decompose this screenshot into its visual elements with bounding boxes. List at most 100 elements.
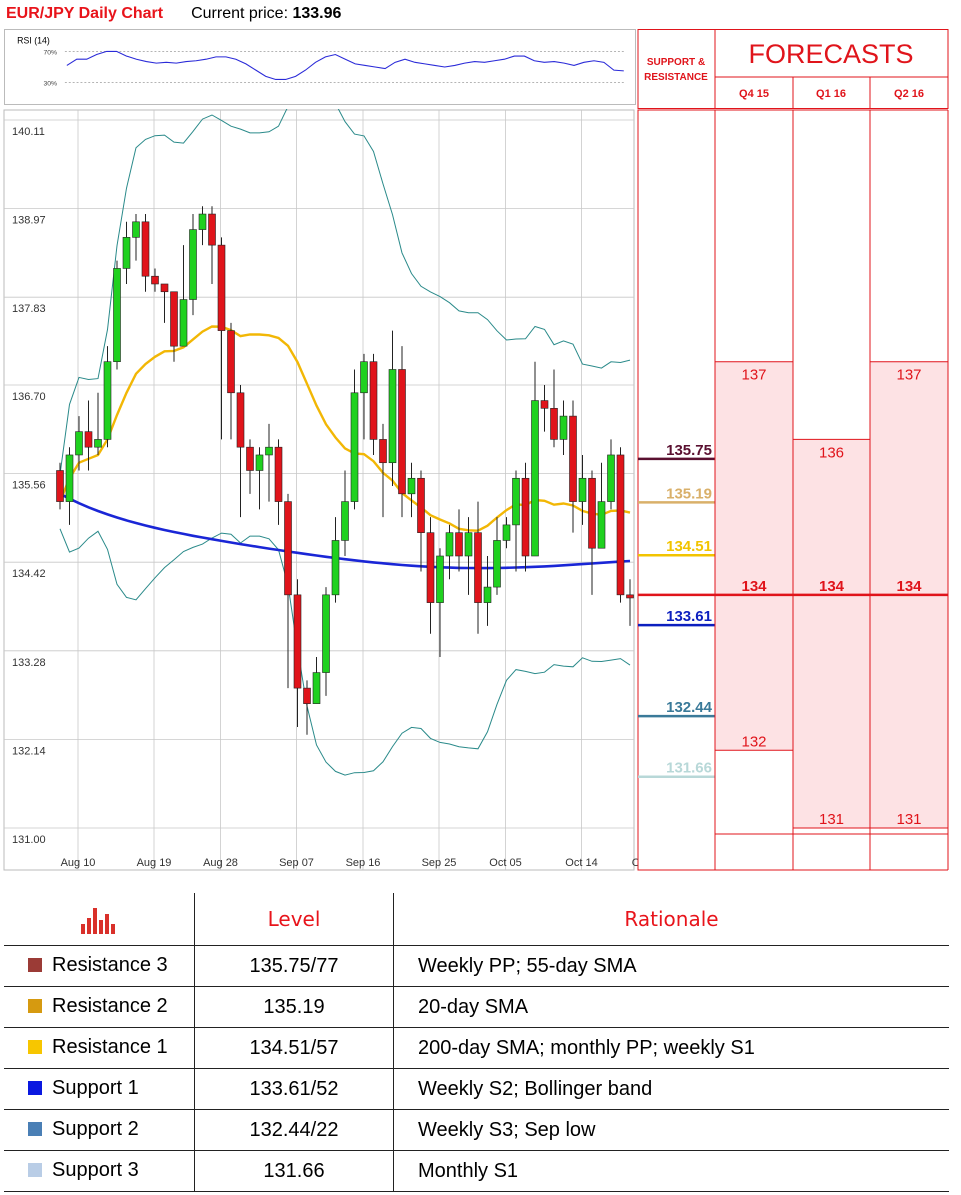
candle-body [550,408,558,440]
y-axis-ticks: 140.11 138.97 137.83 136.70 135.56 134.42 133.… [12,126,46,846]
level-rationale-cell: Weekly S2; Bollinger band [393,1068,949,1110]
level-value-cell: 134.51/57 [194,1027,394,1069]
candle-body [360,361,368,394]
level-name: Resistance 2 [52,995,168,1018]
candle-body [521,477,530,557]
candle-body [236,392,245,448]
sr-header-line2: RESISTANCE [644,72,708,83]
candle-body [265,446,273,456]
candle-body [170,291,178,347]
candle-body [160,283,169,293]
sr-header-line1: SUPPORT & [647,57,705,68]
candle-body [531,400,539,557]
candles [56,206,634,735]
level-rationale-cell: 20-day SMA [393,986,949,1028]
level-color-swatch [28,1081,42,1096]
level-name-cell: Resistance 3 [4,945,195,987]
candle-body [84,431,93,448]
level-name: Resistance 3 [52,954,168,977]
rsi-panel: RSI (14) 70% 30% [4,29,636,105]
levels-table-body: Resistance 3 135.75/77 Weekly PP; 55-day S… [4,945,949,1192]
candle-body [217,244,226,331]
candle-body [179,299,188,347]
sr-level-label: 133.61 [666,608,712,625]
candle-body [132,221,140,238]
candle-body [455,532,463,557]
candle-body [94,439,102,448]
level-name: Resistance 1 [52,1036,168,1059]
candle-body [407,477,416,495]
forecasts-panel: 137 134 132 136 134 131 137 134 131 [638,109,949,871]
support-resistance-panel: SUPPORT &RESISTANCE135.75135.19134.51133… [637,109,716,871]
rsi-level-upper: 70% [43,49,57,56]
candle-body [274,446,283,502]
candle-body [65,454,74,502]
y-tick-label: 138.97 [12,215,46,227]
candle-body [350,392,359,502]
table-header-row: Level Rationale [4,893,949,946]
level-color-swatch [28,1040,42,1055]
price-value: 133.96 [292,5,342,22]
table-row: Resistance 1 134.51/57 200-day SMA; monthl… [4,1027,949,1069]
bollinger-upper-line [59,109,631,475]
level-color-swatch [28,999,42,1014]
sr-panel-frame [637,109,716,871]
sr-level-label: 131.66 [666,760,712,777]
candle-body [436,555,444,603]
y-tick-label: 137.83 [12,303,46,315]
x-tick-label: Oct 14 [565,857,597,869]
rsi-level-lower: 30% [43,81,57,88]
candle-body [540,400,549,409]
candle-body [322,594,330,673]
sr-level-label: 134.51 [666,538,712,555]
candle-body [569,415,577,502]
x-tick-label: Oct 05 [489,857,521,869]
candle-body [578,477,587,502]
y-tick-label: 132.14 [12,745,46,757]
level-color-swatch [28,1122,42,1137]
level-color-swatch [28,958,42,973]
y-tick-label: 135.56 [12,480,46,492]
sr-level-label: 132.44 [666,699,713,716]
level-name: Support 2 [52,1118,139,1141]
sma-200-line [59,492,631,570]
x-axis-ticks: Aug 10 Aug 19 Aug 28 Sep 07 Sep 16 Sep 25 Oct … [61,857,665,869]
forecast-column-label: Q4 15 [739,88,769,100]
level-value-cell: 133.61/52 [194,1068,394,1110]
chart-title: EUR/JPY Daily Chart [6,5,164,22]
forecast-high-label: 137 [741,367,766,384]
forecast-low-label: 132 [741,733,766,750]
table-row: Support 1 133.61/52 Weekly S2; Bollinger b… [4,1068,949,1110]
level-rationale-cell: Weekly PP; 55-day SMA [393,945,949,987]
forecast-mid-label: 134 [819,578,845,595]
y-tick-label: 131.00 [12,834,46,846]
rsi-label: RSI (14) [17,36,50,46]
candle-body [293,594,302,689]
level-name: Support 1 [52,1077,139,1100]
x-tick-label: Aug 10 [61,857,96,869]
candle-body [189,229,197,300]
table-row: Support 2 132.44/22 Weekly S3; Sep low [4,1109,949,1151]
table-row: Resistance 3 135.75/77 Weekly PP; 55-day S… [4,945,949,987]
x-tick-label: Sep 16 [346,857,381,869]
level-name-cell: Support 2 [4,1109,195,1151]
x-tick-label: Sep 25 [422,857,457,869]
candle-body [474,532,482,603]
price-label: Current price: [191,5,289,22]
candle-body [493,540,501,588]
candle-body [445,532,454,557]
bollinger-lower-line [59,528,631,776]
candle-body [464,532,473,557]
candle-body [312,672,321,704]
level-name-cell: Support 1 [4,1068,195,1110]
candle-body [626,594,634,599]
x-tick-label: Aug 19 [137,857,172,869]
level-column-header: Level [194,893,394,946]
candle-body [588,477,596,549]
levels-table: Level Rationale Resistance 3 135.75/77 Wee… [4,893,949,1192]
candle-body [122,237,131,269]
candle-body [502,524,511,541]
candle-body [341,501,349,541]
candle-body [56,470,64,502]
candle-body [483,586,492,603]
